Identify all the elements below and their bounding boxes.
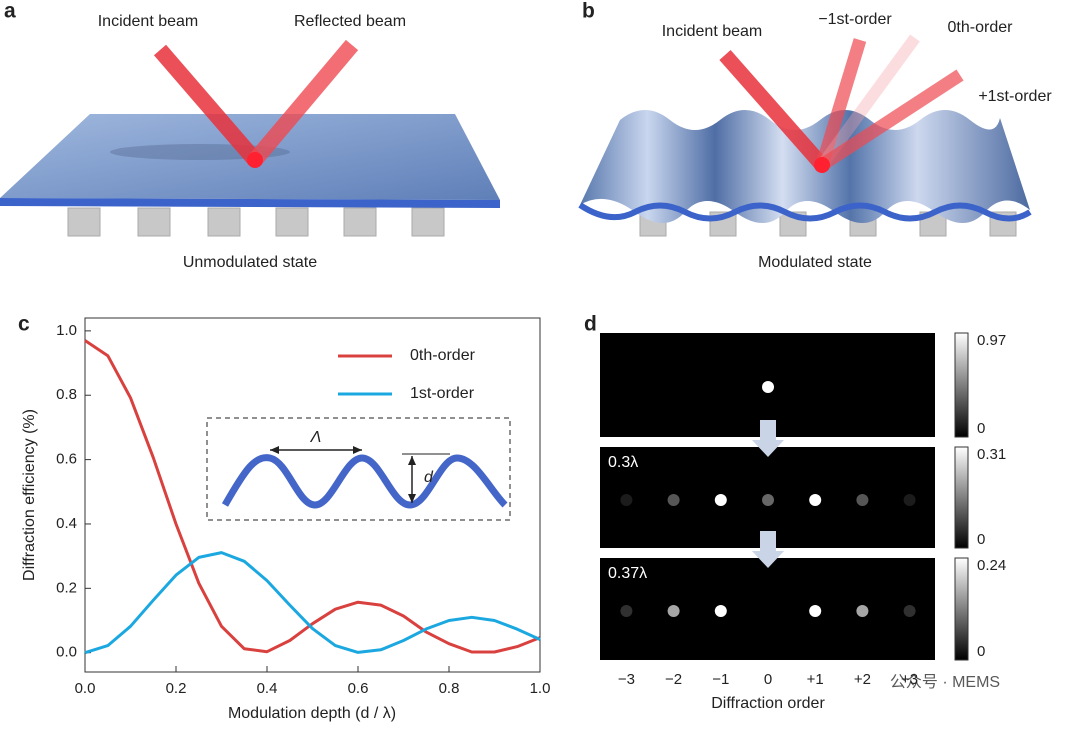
diffraction-spot [762,605,774,617]
y-tick-label: 0.6 [56,451,77,468]
inset-label: d [424,469,434,486]
diffraction-spot [903,605,916,617]
arrow [752,420,784,457]
beam-label: Incident beam [662,23,763,40]
inset [206,417,511,521]
beam-label: +1st-order [978,88,1052,105]
legend-label: 0th-order [410,347,476,364]
x-tick-label: 1.0 [530,680,551,697]
y-tick-label: 1.0 [56,322,77,339]
x-tick-label: −1 [712,671,729,688]
colorbar-min-label: 0 [977,420,985,437]
colorbar [954,557,969,661]
panel-label: a [4,0,16,23]
beam-label: 0th-order [948,19,1014,36]
line-series [84,551,541,655]
diffraction-spot [667,605,680,617]
diffraction-spot [856,381,869,393]
diffraction-spot [903,494,916,506]
colorbar-max-label: 0.31 [977,446,1006,463]
diffraction-spot [714,494,727,506]
diffraction-spot [620,494,633,506]
x-tick-label: 0.6 [348,680,369,697]
watermark: 公众号 · MEMS [890,673,1000,691]
x-tick-label: 0.0 [75,680,96,697]
caption: Unmodulated state [183,254,317,271]
line-series [84,339,541,654]
y-tick-label: 0.2 [56,579,77,596]
beam-label: Incident beam [98,13,199,30]
x-tick-label: −2 [665,671,682,688]
beam-label: −1st-order [818,11,892,28]
arrow [752,531,784,568]
diffraction-spot [620,605,633,617]
x-tick-label: 0.2 [166,680,187,697]
legend-label: 1st-order [410,385,475,402]
diffraction-spot [762,494,774,506]
diffraction-spot [667,381,680,393]
x-axis-label: Diffraction order [711,695,825,712]
plot-frame [84,317,541,673]
depth-label: 0.3λ [608,454,638,471]
panel-label: b [582,0,595,23]
y-tick-label: 0.4 [56,515,77,532]
diffraction-spot [620,381,633,393]
panel-label: c [18,313,30,336]
colorbar [954,332,969,438]
diffraction-spot [714,381,727,393]
x-tick-label: 0.4 [257,680,278,697]
colorbar-max-label: 0.97 [977,332,1006,349]
x-tick-label: +3 [901,671,918,688]
caption: Modulated state [758,254,872,271]
diffraction-spot [809,494,822,506]
diffraction-spot [809,381,822,393]
colorbar-min-label: 0 [977,531,985,548]
diffraction-spot [762,381,774,393]
y-tick-label: 0.8 [56,386,77,403]
diffraction-spot [856,494,869,506]
x-tick-label: 0.8 [439,680,460,697]
diffraction-spot [856,605,869,617]
y-axis-label: Diffraction efficiency (%) [21,409,38,581]
colorbar-min-label: 0 [977,643,985,660]
panel-a-illustration [0,39,500,237]
colorbar [954,446,969,549]
inset-label: Λ [310,429,322,446]
colorbar-max-label: 0.24 [977,557,1006,574]
panel-b-illustration [578,34,1032,237]
x-tick-label: −3 [618,671,635,688]
beam-label: Reflected beam [294,13,406,30]
diffraction-spot [809,605,822,617]
depth-label: 0.37λ [608,565,647,582]
y-tick-label: 0.0 [56,644,77,661]
x-tick-label: +2 [854,671,871,688]
x-tick-label: 0 [764,671,772,688]
x-axis-label: Modulation depth (d / λ) [228,705,396,722]
diffraction-spot [714,605,727,617]
diffraction-spot [667,494,680,506]
panel-label: d [584,313,597,336]
diffraction-spot [903,381,916,393]
x-tick-label: +1 [807,671,824,688]
